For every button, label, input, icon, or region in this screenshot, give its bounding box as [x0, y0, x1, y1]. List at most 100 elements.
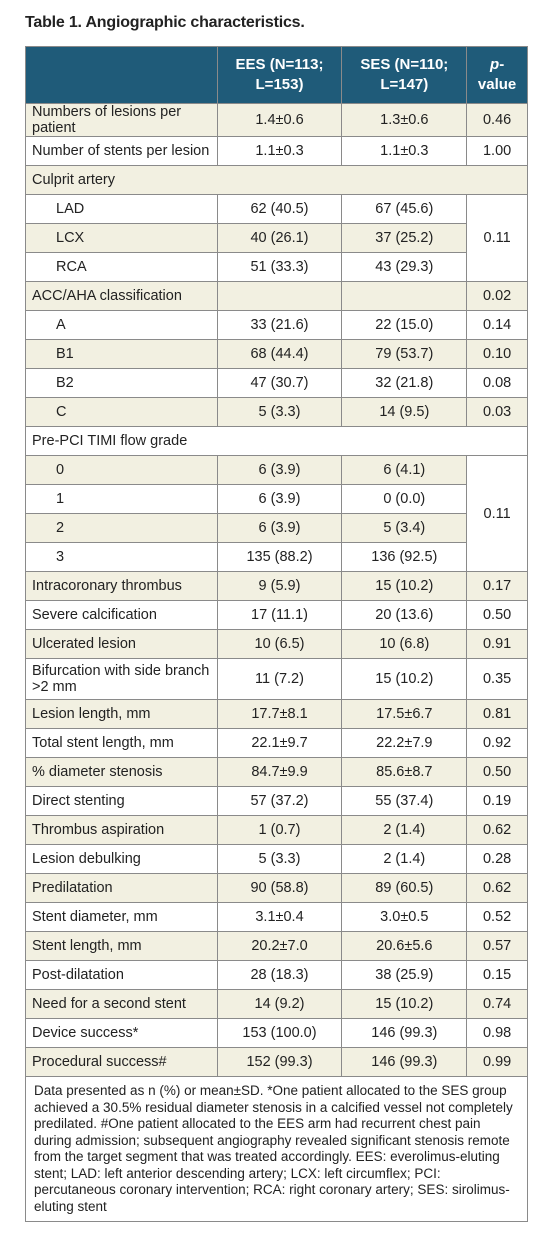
cell: 136 (92.5): [341, 542, 468, 572]
cell: 6 (3.9): [216, 513, 343, 543]
cell: 5 (3.4): [341, 513, 468, 543]
cell: 57 (37.2): [216, 786, 343, 816]
row-label: Ulcerated lesion: [25, 629, 218, 659]
cell: 0.62: [466, 873, 528, 903]
cell: 22 (15.0): [341, 310, 468, 340]
row-label: Total stent length, mm: [25, 728, 218, 758]
cell: 85.6±8.7: [341, 757, 468, 787]
row-label: Thrombus aspiration: [25, 815, 218, 845]
table-row: Device success* 153 (100.0) 146 (99.3) 0.98: [25, 1018, 528, 1048]
table-row: Total stent length, mm 22.1±9.7 22.2±7.9 0.…: [25, 728, 528, 758]
cell: 40 (26.1): [216, 223, 343, 253]
cell: 22.2±7.9: [341, 728, 468, 758]
cell: 0.46: [466, 103, 528, 137]
table-row: ACC/AHA classification 0.02: [25, 281, 528, 311]
header-row: EES (N=113; L=153) SES (N=110; L=147) p-va…: [25, 46, 528, 104]
cell: 17.5±6.7: [341, 699, 468, 729]
table-row: Intracoronary thrombus 9 (5.9) 15 (10.2) 0.…: [25, 571, 528, 601]
column-header: [25, 46, 218, 104]
cell: 14 (9.2): [216, 989, 343, 1019]
table-row: Bifurcation with side branch >2 mm 11 (7.…: [25, 658, 528, 700]
cell: 67 (45.6): [341, 194, 468, 224]
cell: 6 (4.1): [341, 455, 468, 485]
row-label: Numbers of lesions per patient: [25, 103, 218, 137]
cell: 9 (5.9): [216, 571, 343, 601]
row-label: Intracoronary thrombus: [25, 571, 218, 601]
row-label: RCA: [25, 252, 218, 282]
cell: 0.99: [466, 1047, 528, 1077]
cell: 0.74: [466, 989, 528, 1019]
table-row: Need for a second stent 14 (9.2) 15 (10.2)…: [25, 989, 528, 1019]
cell: 0.91: [466, 629, 528, 659]
cell: [216, 281, 343, 311]
cell: 20 (13.6): [341, 600, 468, 630]
row-label: C: [25, 397, 218, 427]
cell: 152 (99.3): [216, 1047, 343, 1077]
table-row: Stent diameter, mm 3.1±0.4 3.0±0.5 0.52: [25, 902, 528, 932]
row-label: Stent diameter, mm: [25, 902, 218, 932]
row-label: Device success*: [25, 1018, 218, 1048]
row-label: Severe calcification: [25, 600, 218, 630]
cell: 20.2±7.0: [216, 931, 343, 961]
cell: 0.98: [466, 1018, 528, 1048]
row-label: Direct stenting: [25, 786, 218, 816]
cell: 20.6±5.6: [341, 931, 468, 961]
table-title: Table 1. Angiographic characteristics.: [25, 14, 305, 31]
cell: 37 (25.2): [341, 223, 468, 253]
row-label: Number of stents per lesion: [25, 136, 218, 166]
table-row: Severe calcification 17 (11.1) 20 (13.6) 0.…: [25, 600, 528, 630]
cell: 17.7±8.1: [216, 699, 343, 729]
row-label: B1: [25, 339, 218, 369]
cell: 62 (40.5): [216, 194, 343, 224]
table-row: Number of stents per lesion 1.1±0.3 1.1±0.…: [25, 136, 528, 166]
row-label: Lesion length, mm: [25, 699, 218, 729]
table-row: Predilatation 90 (58.8) 89 (60.5) 0.62: [25, 873, 528, 903]
row-label: LCX: [25, 223, 218, 253]
table-row: B1 68 (44.4) 79 (53.7) 0.10: [25, 339, 528, 369]
cell: 10 (6.5): [216, 629, 343, 659]
cell: 14 (9.5): [341, 397, 468, 427]
row-label: Lesion debulking: [25, 844, 218, 874]
table-row: Ulcerated lesion 10 (6.5) 10 (6.8) 0.91: [25, 629, 528, 659]
cell: 47 (30.7): [216, 368, 343, 398]
cell: 0.52: [466, 902, 528, 932]
row-label: A: [25, 310, 218, 340]
table-row: A 33 (21.6) 22 (15.0) 0.14: [25, 310, 528, 340]
header-text: -value: [477, 56, 517, 93]
row-label: % diameter stenosis: [25, 757, 218, 787]
cell: 33 (21.6): [216, 310, 343, 340]
row-label: LAD: [25, 194, 218, 224]
cell: 0.57: [466, 931, 528, 961]
cell: 0.50: [466, 600, 528, 630]
cell: 1.1±0.3: [216, 136, 343, 166]
table-row: Stent length, mm 20.2±7.0 20.6±5.6 0.57: [25, 931, 528, 961]
cell: 1.00: [466, 136, 528, 166]
cell: 89 (60.5): [341, 873, 468, 903]
table: EES (N=113; L=153) SES (N=110; L=147) p-va…: [25, 46, 528, 1077]
cell: 17 (11.1): [216, 600, 343, 630]
cell: 0.35: [466, 658, 528, 700]
table-row: 3 135 (88.2) 136 (92.5): [25, 542, 528, 572]
row-label: Post-dilatation: [25, 960, 218, 990]
cell: 146 (99.3): [341, 1018, 468, 1048]
table-row: Lesion length, mm 17.7±8.1 17.5±6.7 0.81: [25, 699, 528, 729]
cell: 1.4±0.6: [216, 103, 343, 137]
table-row: Culprit artery: [25, 165, 528, 195]
table-row: Procedural success# 152 (99.3) 146 (99.3) 0…: [25, 1047, 528, 1077]
cell: 0.10: [466, 339, 528, 369]
column-header: EES (N=113; L=153): [216, 46, 343, 104]
table-row: Pre-PCI TIMI flow grade: [25, 426, 528, 456]
row-label: Bifurcation with side branch >2 mm: [25, 658, 218, 700]
cell: 11 (7.2): [216, 658, 343, 700]
row-label: ACC/AHA classification: [25, 281, 218, 311]
cell: 146 (99.3): [341, 1047, 468, 1077]
cell: 15 (10.2): [341, 658, 468, 700]
column-header: SES (N=110; L=147): [341, 46, 468, 104]
table-row: LCX 40 (26.1) 37 (25.2): [25, 223, 528, 253]
cell: 135 (88.2): [216, 542, 343, 572]
cell: 0.62: [466, 815, 528, 845]
